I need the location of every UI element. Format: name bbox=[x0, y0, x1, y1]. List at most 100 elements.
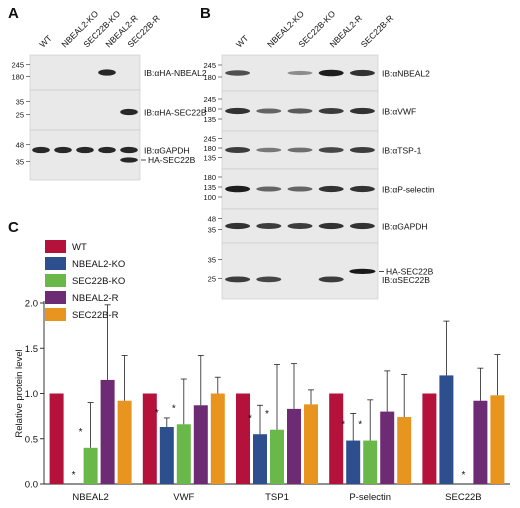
bar bbox=[49, 393, 64, 484]
panel-b-band bbox=[287, 108, 313, 114]
panel-a-blot-strip: 245 180 IB:αHA-NBEAL2 bbox=[11, 54, 207, 91]
bar bbox=[329, 393, 344, 484]
bar bbox=[83, 447, 98, 484]
panel-a-letter: A bbox=[8, 5, 19, 22]
bar bbox=[210, 393, 225, 484]
legend-swatch bbox=[45, 257, 66, 270]
significance-mark: * bbox=[248, 413, 252, 424]
panel-b-mw-marker: 180 bbox=[203, 73, 216, 82]
panel-a-blot-strip: 35 25 IB:αHA-SEC22B bbox=[16, 89, 207, 131]
y-tick-label: 1.0 bbox=[25, 389, 38, 400]
panel-a-band bbox=[120, 146, 138, 154]
y-tick-label: 2.0 bbox=[25, 299, 38, 310]
x-tick-label: NBEAL2 bbox=[72, 492, 108, 503]
panel-b-antibody-label: IB:αNBEAL2 bbox=[382, 69, 430, 79]
panel-a-mw-marker: 245 bbox=[11, 61, 24, 70]
bar bbox=[270, 429, 284, 484]
x-tick-label: TSP1 bbox=[265, 492, 289, 503]
y-tick-label: 1.5 bbox=[25, 344, 38, 355]
panel-b-antibody-label: IB:αTSP-1 bbox=[382, 146, 422, 156]
panel-b-antibody-label: IB:αP-selectin bbox=[382, 185, 435, 195]
panel-b-band bbox=[287, 70, 313, 76]
bar bbox=[363, 440, 378, 484]
panel-a-mw-marker: 48 bbox=[16, 141, 24, 150]
panel-a-band bbox=[98, 146, 116, 154]
bar bbox=[380, 411, 395, 484]
panel-b-extra-label: HA-SEC22B bbox=[386, 266, 434, 276]
bar bbox=[253, 434, 267, 484]
panel-a-mw-marker: 180 bbox=[11, 72, 24, 81]
bar bbox=[346, 440, 361, 484]
panel-a-band bbox=[76, 146, 94, 154]
panel-b-band bbox=[349, 185, 375, 193]
panel-b-lane-label: SEC22B-R bbox=[359, 13, 395, 49]
panel-b-mw-marker: 180 bbox=[203, 173, 216, 182]
panel-a-mw-marker: 35 bbox=[16, 97, 24, 106]
legend-swatch bbox=[45, 274, 66, 287]
x-tick-label: VWF bbox=[173, 492, 194, 503]
bar bbox=[397, 417, 412, 484]
bar bbox=[159, 426, 174, 484]
panel-b-mw-marker: 180 bbox=[203, 105, 216, 114]
significance-mark: * bbox=[341, 420, 345, 431]
panel-b-band bbox=[318, 222, 344, 230]
panel-b-band bbox=[287, 223, 313, 229]
panel-b-band bbox=[225, 185, 251, 193]
panel-a-blot-membrane bbox=[29, 129, 141, 181]
legend-label: NBEAL2-KO bbox=[72, 259, 125, 270]
panel-b-mw-marker: 100 bbox=[203, 193, 216, 202]
panel-b-mw-marker: 35 bbox=[208, 256, 216, 265]
panel-b-lane-label: WT bbox=[234, 33, 250, 49]
bar-chart: 0.0 0.5 1.0 1.5 2.0 Relative protein level * * N… bbox=[14, 299, 510, 503]
panel-b-band bbox=[349, 69, 375, 77]
legend-label: NBEAL2-R bbox=[72, 293, 119, 304]
panel-b-mw-marker: 135 bbox=[203, 183, 216, 192]
panel-a-antibody-label: IB:αHA-NBEAL2 bbox=[144, 68, 207, 78]
panel-a-band bbox=[32, 146, 50, 154]
panel-b-mw-marker: 35 bbox=[208, 226, 216, 235]
panel-b-band bbox=[256, 186, 282, 192]
legend-label: SEC22B-KO bbox=[72, 276, 125, 287]
panel-b-band bbox=[318, 276, 344, 283]
panel-b-band bbox=[287, 147, 313, 153]
legend-swatch bbox=[45, 240, 66, 253]
panel-b-band bbox=[256, 223, 282, 229]
panel-a-lane-label: WT bbox=[37, 33, 53, 49]
y-tick-label: 0.5 bbox=[25, 434, 38, 445]
bar bbox=[422, 393, 437, 484]
panel-b-band bbox=[349, 107, 375, 115]
significance-mark: * bbox=[79, 427, 83, 438]
panel-b-band bbox=[256, 276, 282, 283]
panel-a-band bbox=[54, 146, 72, 154]
bar bbox=[287, 408, 301, 484]
significance-mark: * bbox=[265, 409, 269, 420]
panel-a-band bbox=[120, 157, 138, 163]
legend-label: WT bbox=[72, 242, 87, 253]
panel-b-mw-marker: 180 bbox=[203, 144, 216, 153]
panel-b-band bbox=[287, 186, 313, 192]
bar bbox=[490, 395, 505, 484]
panel-b-band bbox=[318, 147, 344, 153]
panel-a-antibody-label: IB:αHA-SEC22B bbox=[144, 108, 207, 118]
panel-b-band bbox=[225, 276, 251, 283]
bar bbox=[117, 400, 132, 484]
panel-a-band bbox=[98, 69, 116, 76]
panel-b-mw-marker: 48 bbox=[208, 214, 216, 223]
panel-b-mw-marker: 135 bbox=[203, 115, 216, 124]
panel-a-blot-membrane bbox=[29, 89, 141, 131]
panel-b-mw-marker: 245 bbox=[203, 135, 216, 144]
panel-b-band bbox=[349, 147, 375, 153]
x-tick-label: P-selectin bbox=[349, 492, 391, 503]
panel-b-letter: B bbox=[200, 5, 211, 22]
legend-swatch bbox=[45, 308, 66, 321]
significance-mark: * bbox=[461, 470, 465, 481]
panel-b-band bbox=[225, 147, 251, 153]
panel-b-mw-marker: 135 bbox=[203, 154, 216, 163]
panel-a-extra-label: HA-SEC22B bbox=[148, 155, 196, 165]
bar bbox=[236, 393, 250, 484]
